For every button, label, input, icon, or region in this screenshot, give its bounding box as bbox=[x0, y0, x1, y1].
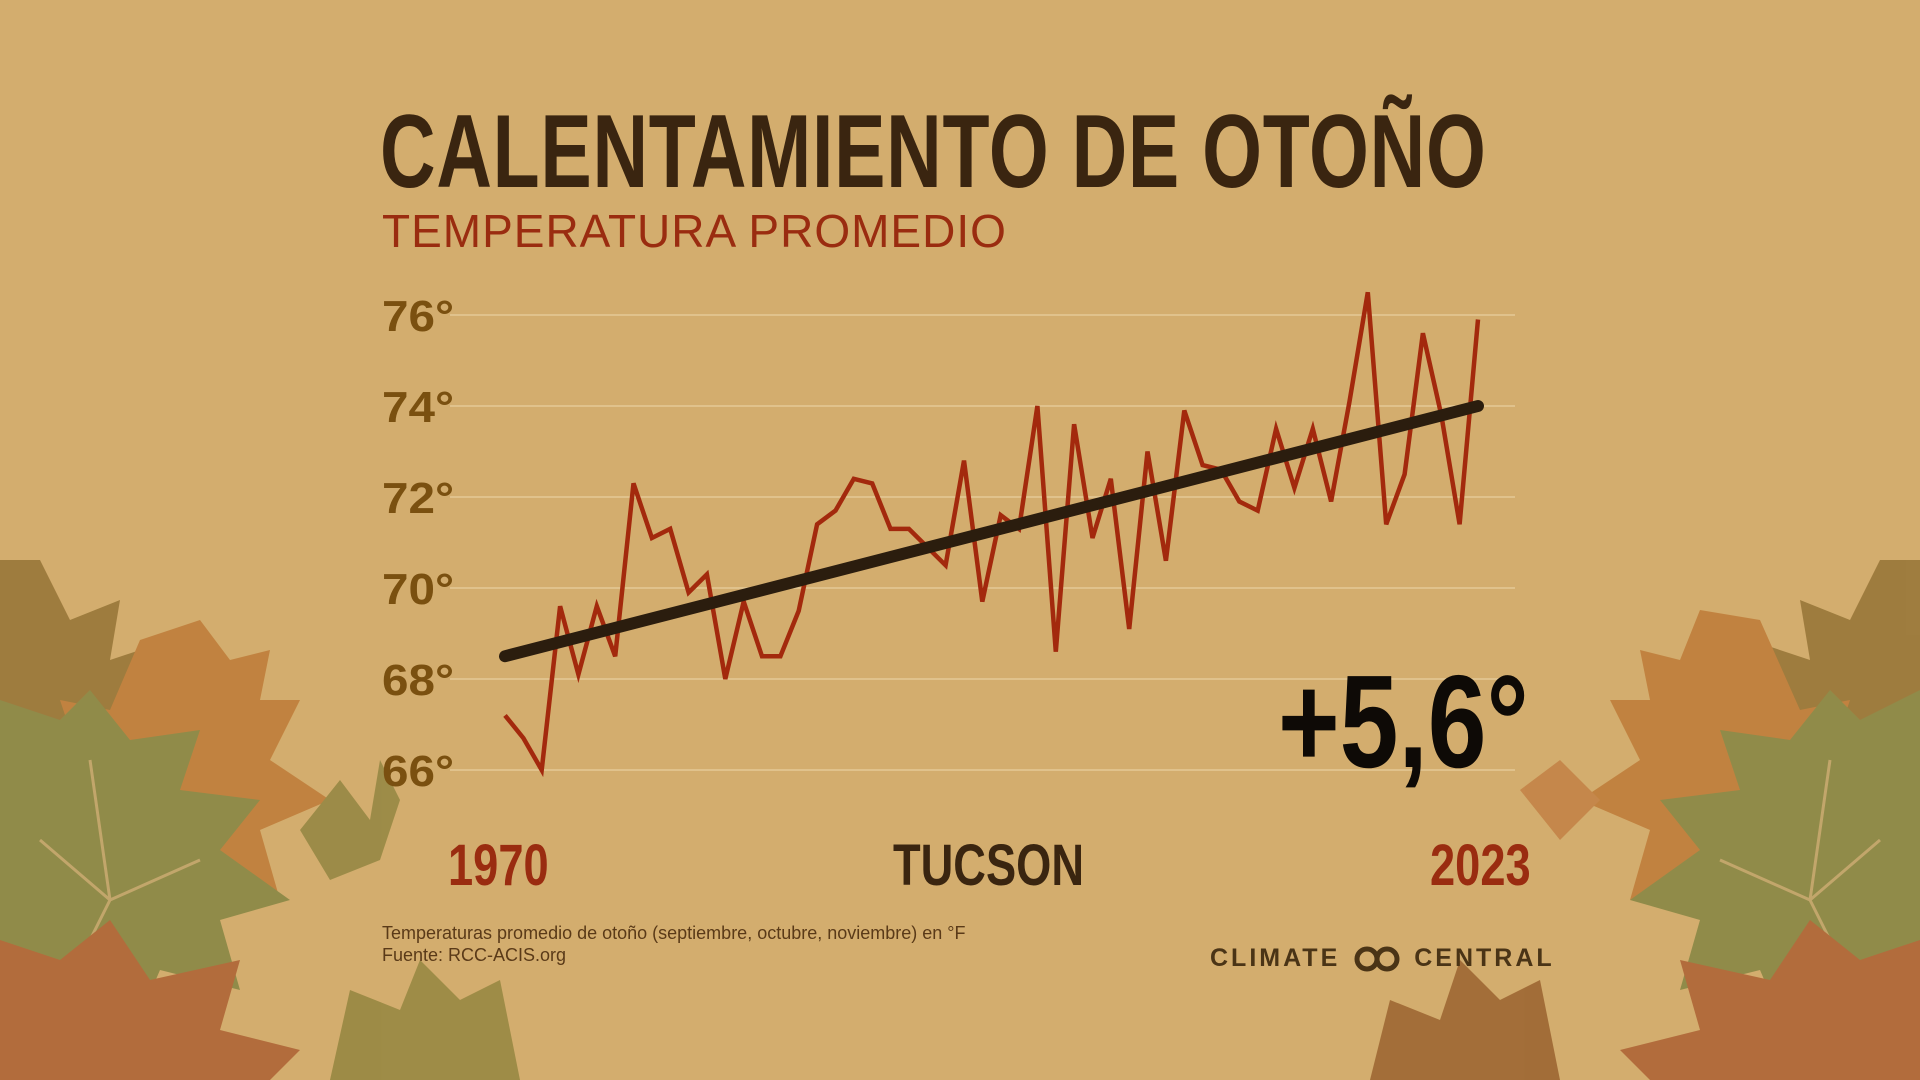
chart-title: CALENTAMIENTO DE OTOÑO bbox=[380, 94, 1487, 210]
right-leaf-back bbox=[1370, 560, 1920, 1080]
x-start-year-label: 1970 bbox=[448, 833, 549, 898]
y-axis-ticks: 66° 68° 70° 72° 74° 76° bbox=[382, 292, 454, 796]
location-label: TUCSON bbox=[893, 833, 1085, 898]
y-tick-label: 72° bbox=[382, 474, 454, 523]
series-layer bbox=[503, 291, 1481, 778]
y-tick-label: 70° bbox=[382, 565, 454, 614]
y-tick-label: 74° bbox=[382, 383, 454, 432]
y-tick-label: 76° bbox=[382, 292, 454, 341]
footnote-description: Temperaturas promedio de otoño (septiemb… bbox=[382, 923, 966, 943]
brand-left-text: CLIMATE bbox=[1210, 944, 1341, 972]
left-leaf-back bbox=[0, 560, 520, 1080]
footnote: Temperaturas promedio de otoño (septiemb… bbox=[382, 922, 966, 966]
trend-line bbox=[499, 400, 1484, 663]
footnote-source: Fuente: RCC-ACIS.org bbox=[382, 945, 567, 965]
y-tick-label: 66° bbox=[382, 747, 454, 796]
linked-circles-icon bbox=[1354, 946, 1400, 971]
temperature-series-line bbox=[503, 291, 1481, 778]
brand-right-text: CENTRAL bbox=[1414, 944, 1555, 972]
x-end-year-label: 2023 bbox=[1430, 833, 1531, 898]
chart-subtitle: TEMPERATURA PROMEDIO bbox=[382, 205, 1007, 257]
y-tick-label: 68° bbox=[382, 656, 454, 705]
climate-central-logo: CLIMATE CENTRAL bbox=[1210, 944, 1555, 973]
temperature-change-label: +5,6° bbox=[1278, 648, 1529, 795]
trend-layer bbox=[499, 400, 1484, 663]
